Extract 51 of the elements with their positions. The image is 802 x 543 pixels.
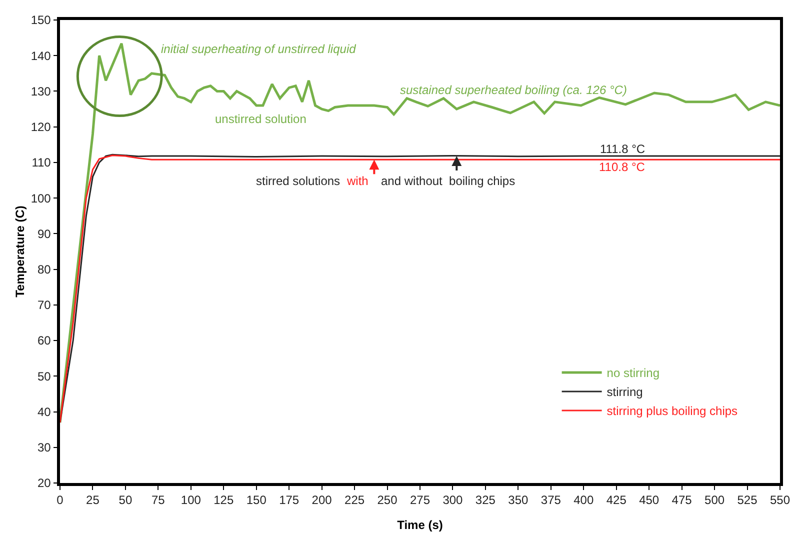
y-tick-label: 20	[37, 476, 52, 490]
x-axis-title: Time (s)	[397, 518, 443, 532]
annotation: stirred solutions	[256, 174, 340, 188]
y-tick-label: 100	[30, 191, 52, 206]
y-tick-label: 80	[37, 262, 52, 277]
y-tick-label: 110	[32, 156, 52, 170]
x-tick-label: 200	[312, 493, 332, 508]
legend-label: stirring plus boiling chips	[606, 404, 738, 418]
x-tick-label: 25	[86, 493, 100, 508]
x-tick-label: 250	[377, 493, 398, 508]
y-tick-label: 30	[37, 440, 52, 455]
annotation: unstirred solution	[215, 112, 306, 126]
x-tick-label: 50	[118, 493, 132, 508]
x-tick-label: 275	[410, 493, 430, 508]
x-tick-label: 475	[672, 493, 692, 508]
x-tick-label: 550	[770, 493, 790, 508]
x-tick-label: 150	[246, 493, 267, 508]
legend-label: stirring	[606, 385, 643, 400]
x-tick-label: 125	[214, 493, 234, 508]
y-tick-label: 90	[37, 226, 52, 241]
x-tick-label: 325	[475, 493, 496, 508]
x-tick-label: 375	[540, 493, 562, 508]
x-tick-label: 400	[574, 493, 594, 508]
x-tick-label: 100	[180, 493, 202, 508]
x-tick-label: 0	[56, 493, 64, 508]
y-tick-label: 70	[37, 298, 52, 312]
annotation: with	[346, 174, 368, 188]
y-tick-label: 120	[30, 120, 52, 134]
line-series	[60, 42, 780, 424]
x-tick-label: 175	[279, 493, 300, 508]
x-tick-label: 75	[152, 493, 166, 508]
y-tick-label: 50	[37, 369, 52, 384]
x-tick-label: 450	[639, 493, 660, 508]
x-tick-label: 525	[737, 493, 758, 508]
annotation: sustained superheated boiling (ca. 126 °C)	[400, 83, 627, 97]
y-tick-label: 140	[30, 48, 52, 63]
x-tick-label: 300	[442, 493, 464, 508]
annotation: 111.8 °C	[600, 142, 646, 156]
y-tick-label: 60	[37, 334, 52, 348]
x-tick-label: 500	[704, 493, 725, 508]
y-tick-label: 150	[30, 13, 52, 28]
y-axis-title: Temperature (C)	[13, 206, 28, 298]
legend-label: no stirring	[606, 366, 660, 380]
x-tick-label: 425	[606, 493, 627, 508]
x-tick-label: 350	[508, 493, 529, 508]
x-tick-label: 225	[344, 493, 365, 508]
y-tick-label: 40	[37, 404, 52, 419]
annotation: initial superheating of unstirred liquid	[161, 42, 356, 56]
annotation: and without boiling chips	[381, 174, 516, 188]
annotation: 110.8 °C	[599, 160, 646, 174]
y-tick-label: 130	[30, 84, 52, 98]
